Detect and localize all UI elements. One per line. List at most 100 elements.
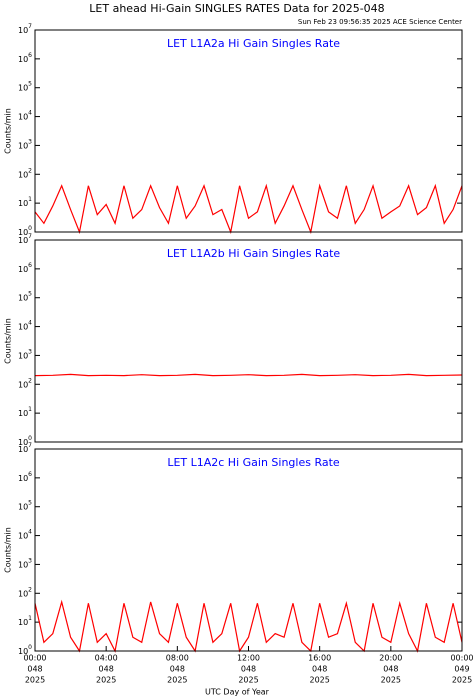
y-tick-label: 105 [18,290,32,302]
y-tick-exponent: 6 [28,51,32,58]
data-line [34,183,463,235]
y-tick-label: 105 [18,499,32,511]
y-tick-base: 10 [18,26,28,35]
y-tick-label: 106 [18,51,32,63]
data-line [34,373,463,377]
data-line [34,599,463,653]
y-tick-base: 10 [18,502,28,511]
x-tick-label: 20:00 [379,654,402,663]
y-axis-label: Counts/min [4,108,13,154]
x-tick-label: 2025 [452,676,472,685]
y-tick-exponent: 1 [28,406,32,413]
subtitle: Sun Feb 23 09:56:35 2025 ACE Science Cen… [298,18,462,26]
x-tick-label: 048 [27,665,42,674]
y-tick-label: 100 [18,644,32,656]
y-tick-exponent: 7 [28,442,32,449]
annotation: LET L1A2a Hi Gain Singles Rate [167,37,340,50]
y-tick-label: 104 [18,109,32,121]
title: LET ahead Hi-Gain SINGLES RATES Data for… [89,2,384,15]
x-tick-label: 08:00 [166,654,189,663]
y-tick-label: 105 [18,80,32,92]
y-tick-label: 103 [18,348,32,360]
y-tick-exponent: 3 [28,138,32,145]
y-tick-label: 100 [18,225,32,237]
y-tick-exponent: 6 [28,261,32,268]
annotation: LET L1A2b Hi Gain Singles Rate [167,247,341,260]
y-tick-base: 10 [18,438,28,447]
y-tick-exponent: 0 [28,435,32,442]
x-tick-label: 2025 [96,676,116,685]
y-tick-base: 10 [18,589,28,598]
y-tick-label: 107 [18,233,32,245]
y-tick-exponent: 3 [28,557,32,564]
y-tick-exponent: 4 [28,528,32,535]
annotation: LET L1A2c Hi Gain Singles Rate [167,456,340,469]
x-tick-label: 048 [170,665,185,674]
y-axis-label: Counts/min [4,527,13,573]
y-tick-exponent: 7 [28,23,32,30]
y-tick-base: 10 [18,409,28,418]
y-tick-base: 10 [18,228,28,237]
x-tick-label: 048 [241,665,256,674]
y-tick-label: 101 [18,406,32,418]
y-tick-base: 10 [18,560,28,569]
x-tick-label: 00:00 [23,654,46,663]
y-tick-exponent: 0 [28,644,32,651]
x-tick-label: 2025 [309,676,329,685]
y-tick-base: 10 [18,112,28,121]
x-tick-label: 16:00 [308,654,331,663]
y-tick-exponent: 6 [28,470,32,477]
plot-frame [34,239,463,443]
y-tick-exponent: 5 [28,80,32,87]
x-tick-label: 048 [99,665,114,674]
x-tick-label: 2025 [238,676,258,685]
y-tick-exponent: 2 [28,377,32,384]
y-tick-base: 10 [18,236,28,245]
y-tick-base: 10 [18,380,28,389]
y-tick-base: 10 [18,170,28,179]
y-tick-base: 10 [18,141,28,150]
x-tick-label: 048 [312,665,327,674]
y-tick-exponent: 7 [28,233,32,240]
y-tick-label: 103 [18,138,32,150]
y-tick-label: 107 [18,442,32,454]
y-tick-label: 104 [18,528,32,540]
y-tick-label: 102 [18,586,32,598]
plot-frame [34,29,463,233]
y-tick-label: 103 [18,557,32,569]
y-tick-exponent: 1 [28,196,32,203]
x-tick-label: 049 [454,665,469,674]
y-tick-base: 10 [18,531,28,540]
y-tick-exponent: 5 [28,499,32,506]
y-tick-exponent: 4 [28,109,32,116]
x-tick-label: 00:00 [450,654,473,663]
y-tick-label: 101 [18,196,32,208]
y-tick-exponent: 1 [28,615,32,622]
y-tick-base: 10 [18,54,28,63]
y-tick-label: 107 [18,23,32,35]
y-tick-label: 101 [18,615,32,627]
y-tick-base: 10 [18,618,28,627]
plot-frame [34,448,463,652]
y-tick-label: 102 [18,167,32,179]
y-tick-base: 10 [18,293,28,302]
y-tick-base: 10 [18,83,28,92]
y-tick-base: 10 [18,351,28,360]
y-tick-base: 10 [18,445,28,454]
x-tick-label: 04:00 [95,654,118,663]
y-tick-exponent: 0 [28,225,32,232]
y-tick-label: 102 [18,377,32,389]
y-tick-exponent: 4 [28,319,32,326]
y-tick-base: 10 [18,264,28,273]
x-axis-label: UTC Day of Year [205,688,270,697]
y-tick-label: 106 [18,261,32,273]
y-axis-label: Counts/min [4,318,13,364]
y-tick-base: 10 [18,473,28,482]
y-tick-base: 10 [18,199,28,208]
y-tick-exponent: 3 [28,348,32,355]
x-tick-label: 2025 [25,676,45,685]
x-tick-label: 2025 [167,676,187,685]
y-tick-exponent: 5 [28,290,32,297]
y-tick-base: 10 [18,322,28,331]
